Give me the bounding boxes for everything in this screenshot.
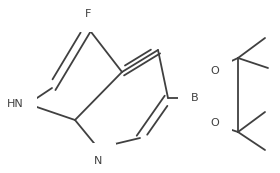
Text: B: B xyxy=(191,93,199,103)
Text: O: O xyxy=(210,118,219,128)
Text: F: F xyxy=(85,9,91,19)
Text: O: O xyxy=(210,66,219,76)
Text: HN: HN xyxy=(7,99,24,109)
Text: N: N xyxy=(94,156,102,166)
